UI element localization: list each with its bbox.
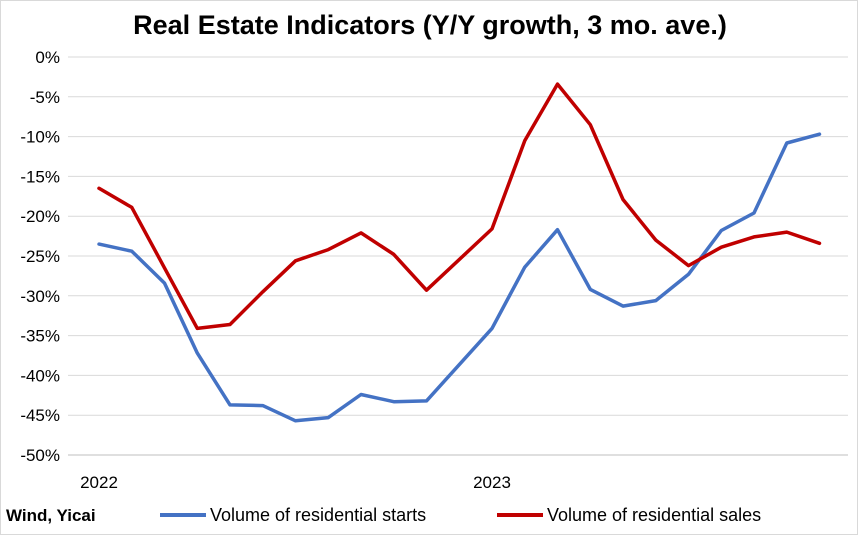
y-tick-label: -25% xyxy=(20,247,60,266)
legend-swatch-sales xyxy=(497,513,543,517)
legend-label-starts: Volume of residential starts xyxy=(210,504,427,525)
y-tick-label: -45% xyxy=(20,406,60,425)
y-tick-label: 0% xyxy=(35,48,60,67)
x-tick-label: 2023 xyxy=(473,473,511,492)
chart-title: Real Estate Indicators (Y/Y growth, 3 mo… xyxy=(133,10,727,40)
y-tick-label: -5% xyxy=(30,88,60,107)
y-tick-label: -35% xyxy=(20,327,60,346)
series-line-residential-sales xyxy=(97,82,822,331)
legend-item-starts: Volume of residential starts xyxy=(160,503,426,527)
legend-label-sales: Volume of residential sales xyxy=(547,504,762,525)
y-tick-label: -40% xyxy=(20,366,60,385)
y-tick-label: -15% xyxy=(20,167,60,186)
y-tick-label: -30% xyxy=(20,287,60,306)
legend-swatch-starts xyxy=(160,513,206,517)
y-tick-label: -20% xyxy=(20,207,60,226)
series-line-residential-starts xyxy=(97,132,822,423)
source-note: Wind, Yicai xyxy=(6,506,96,525)
x-tick-label: 2022 xyxy=(80,473,118,492)
legend-item-sales: Volume of residential sales xyxy=(497,503,761,527)
y-tick-label: -10% xyxy=(20,128,60,147)
y-tick-label: -50% xyxy=(20,446,60,465)
